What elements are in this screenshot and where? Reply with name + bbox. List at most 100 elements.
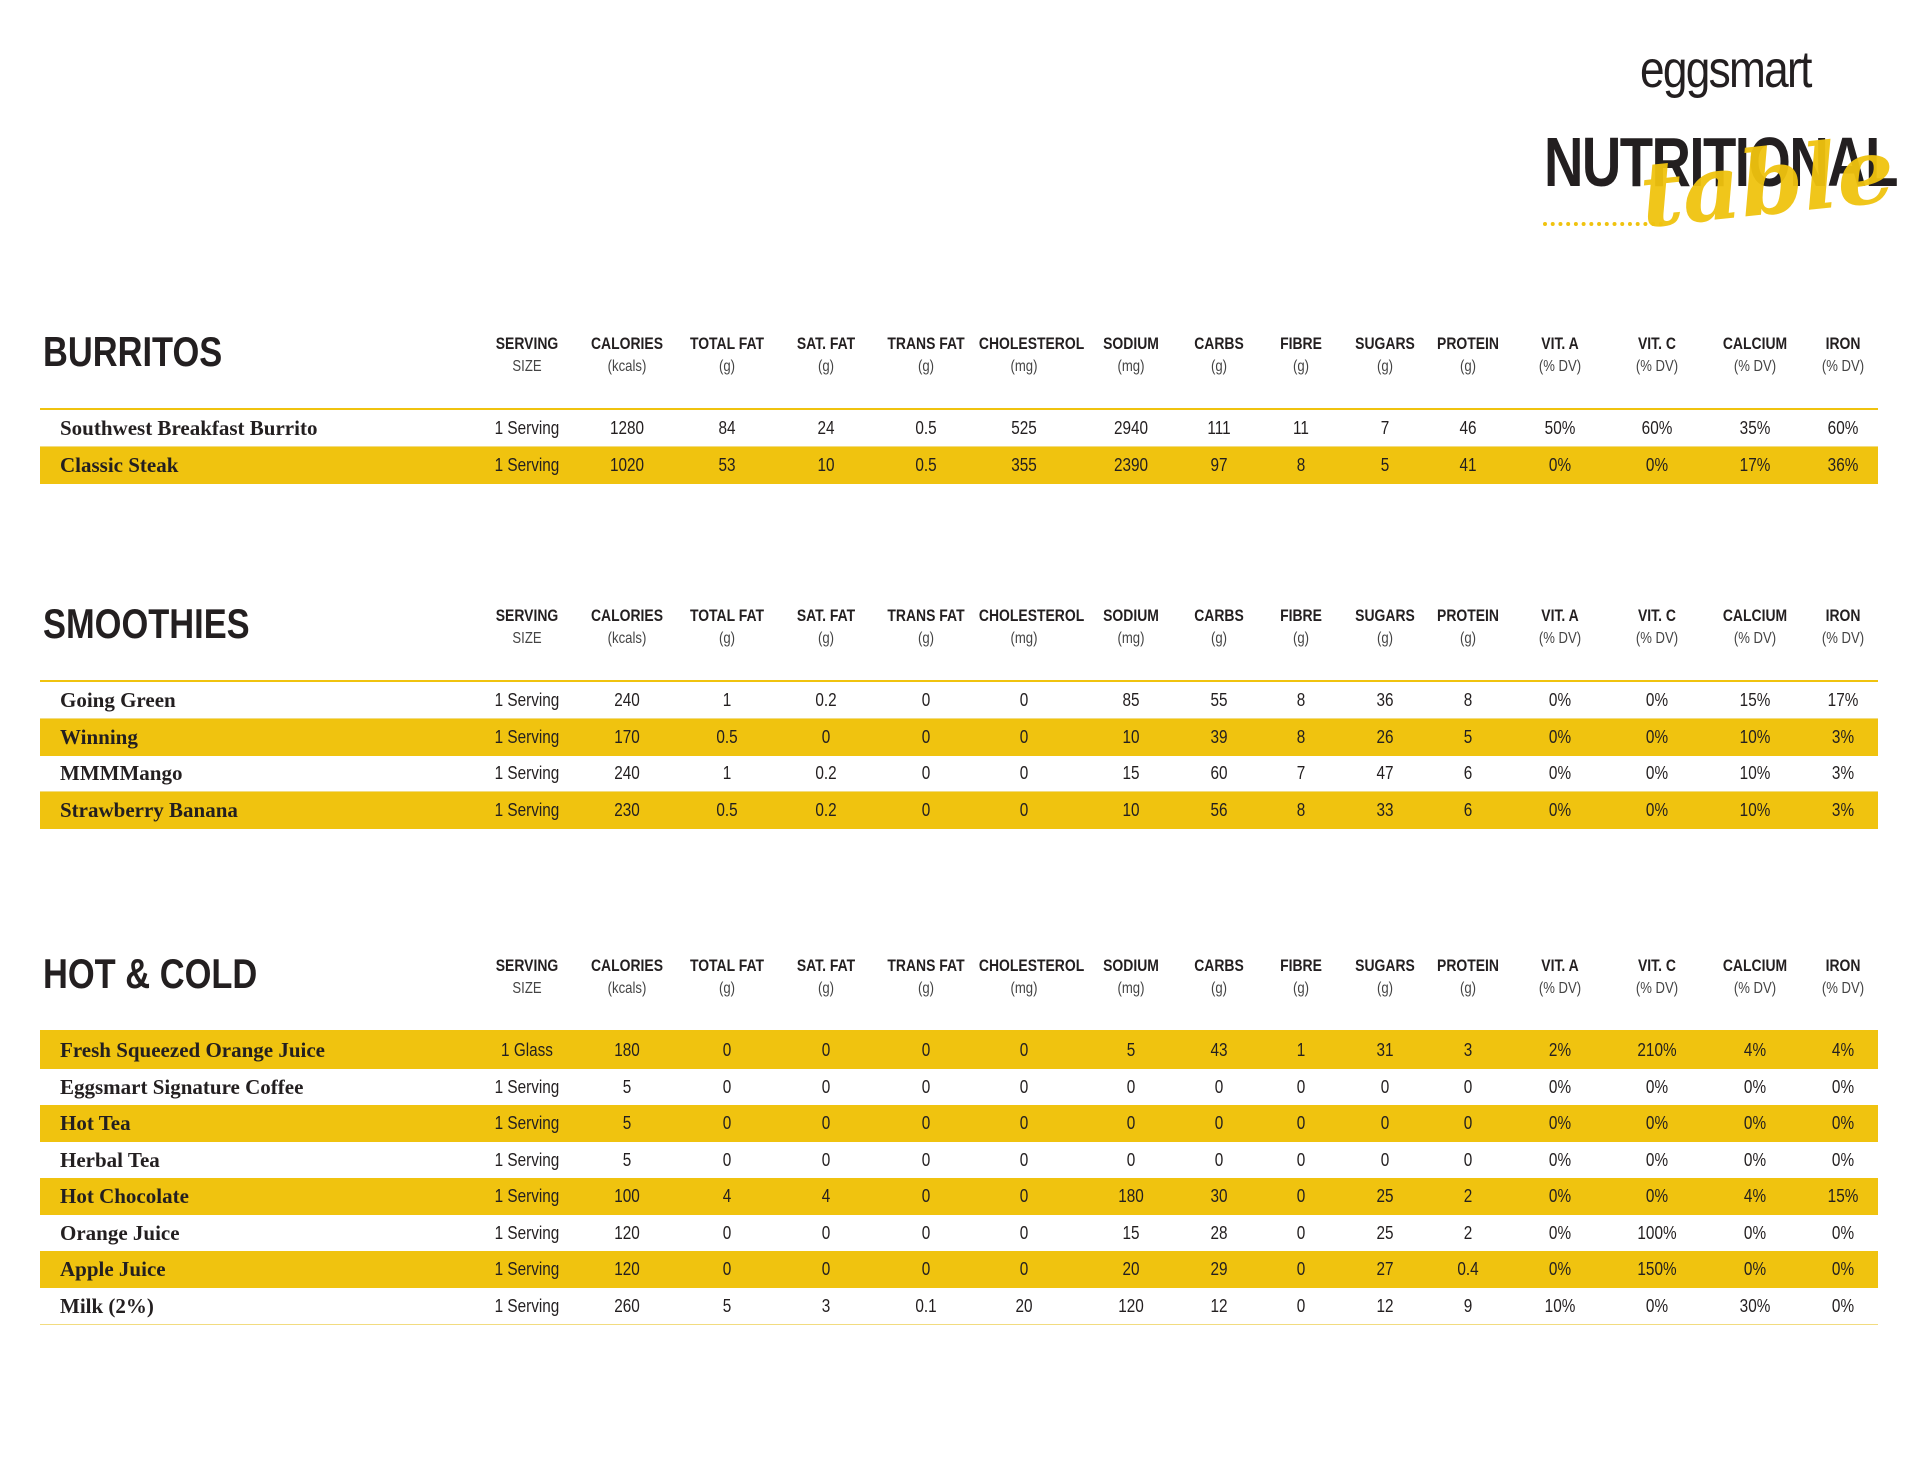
item-name: Classic Steak <box>60 452 179 477</box>
cell: 0 <box>1126 1149 1136 1170</box>
column-label: TRANS FAT <box>887 606 965 625</box>
cell: 0.5 <box>915 454 937 475</box>
item-name: Apple Juice <box>60 1257 166 1281</box>
cell: 0% <box>1548 1149 1572 1170</box>
cell: 0 <box>821 1040 831 1060</box>
column-header: TRANS FAT (g) <box>871 332 981 378</box>
item-name: Eggsmart Signature Coffee <box>60 1074 304 1099</box>
cell: 8 <box>1296 726 1306 747</box>
column-header: CHOLESTEROL (mg) <box>969 954 1085 1000</box>
cell: 180 <box>614 1040 640 1060</box>
logo-dots <box>1543 222 1663 226</box>
table-row: Southwest Breakfast Burrito 1 Serving 1280… <box>40 410 1878 447</box>
column-unit: (% DV) <box>1538 630 1582 647</box>
column-label: TRANS FAT <box>887 334 965 353</box>
cell: 60% <box>1827 418 1859 438</box>
column-unit: (g) <box>1376 358 1394 375</box>
cell: 0 <box>1463 1149 1473 1170</box>
cell: 0 <box>1296 1113 1306 1133</box>
cell: 0% <box>1548 454 1572 475</box>
cell: 53 <box>718 454 736 475</box>
cell: 6 <box>1463 763 1473 783</box>
column-label: VIT. C <box>1638 956 1676 975</box>
column-label: SERVING <box>495 956 559 975</box>
cell: 0 <box>1019 763 1029 783</box>
cell: 0% <box>1743 1259 1767 1279</box>
cell: 3 <box>1463 1040 1473 1060</box>
cell: 100% <box>1637 1222 1677 1243</box>
column-header: VIT. C (% DV) <box>1602 332 1712 378</box>
column-unit: (g) <box>1292 980 1310 997</box>
column-header: SODIUM (mg) <box>1076 332 1186 378</box>
cell: 46 <box>1459 418 1477 438</box>
cell: 5 <box>622 1149 632 1170</box>
cell: 0 <box>1214 1149 1224 1170</box>
column-header: CALORIES (kcals) <box>572 604 682 650</box>
column-unit: (g) <box>817 630 835 647</box>
cell: 0% <box>1645 763 1669 783</box>
column-header: FIBRE (g) <box>1246 954 1356 1000</box>
cell: 10% <box>1739 799 1771 820</box>
column-header: SUGARS (g) <box>1330 604 1440 650</box>
cell: 10% <box>1739 763 1771 783</box>
column-unit: SIZE <box>512 630 542 647</box>
column-header: SAT. FAT (g) <box>771 604 881 650</box>
cell: 0 <box>1126 1076 1136 1097</box>
cell: 0 <box>1296 1076 1306 1097</box>
cell: 56 <box>1210 799 1228 820</box>
cell: 120 <box>614 1259 640 1279</box>
column-unit: (g) <box>917 358 935 375</box>
column-header: SODIUM (mg) <box>1076 954 1186 1000</box>
cell: 7 <box>1380 418 1390 438</box>
column-header: SODIUM (mg) <box>1076 604 1186 650</box>
cell: 30 <box>1210 1186 1228 1206</box>
column-label: SUGARS <box>1355 606 1415 625</box>
cell: 0% <box>1831 1149 1855 1170</box>
column-label: VIT. A <box>1541 956 1579 975</box>
cell: 0 <box>1214 1113 1224 1133</box>
cell: 85 <box>1122 690 1140 710</box>
cell: 3% <box>1831 799 1855 820</box>
column-header: SERVING SIZE <box>472 604 582 650</box>
cell: 0% <box>1645 1186 1669 1206</box>
cell: 0 <box>1296 1149 1306 1170</box>
cell: 15 <box>1122 1222 1140 1243</box>
item-name: Herbal Tea <box>60 1147 160 1172</box>
cell: 260 <box>614 1295 640 1316</box>
column-label: VIT. C <box>1638 334 1676 353</box>
column-label: IRON <box>1825 606 1861 625</box>
cell: 43 <box>1210 1040 1228 1060</box>
cell: 120 <box>614 1222 640 1243</box>
column-header: PROTEIN (g) <box>1413 954 1523 1000</box>
item-name: MMMMango <box>60 761 183 785</box>
column-label: CHOLESTEROL <box>978 956 1085 975</box>
column-unit: (% DV) <box>1733 980 1777 997</box>
cell: 0.2 <box>815 799 837 820</box>
cell: 0% <box>1831 1076 1855 1097</box>
column-header: PROTEIN (g) <box>1413 332 1523 378</box>
cell: 0 <box>1019 1076 1029 1097</box>
column-unit: (% DV) <box>1538 358 1582 375</box>
column-header: CALORIES (kcals) <box>572 332 682 378</box>
column-label: SODIUM <box>1103 606 1159 625</box>
column-label: CALCIUM <box>1722 334 1788 353</box>
item-name: Hot Chocolate <box>60 1184 189 1208</box>
column-header: TOTAL FAT (g) <box>672 332 782 378</box>
cell: 0% <box>1743 1149 1767 1170</box>
column-label: CALORIES <box>590 956 664 975</box>
section-title: SMOOTHIES <box>43 600 250 647</box>
cell: 0% <box>1645 1295 1669 1316</box>
cell: 50% <box>1544 418 1576 438</box>
column-label: PROTEIN <box>1437 956 1499 975</box>
cell: 2 <box>1463 1186 1473 1206</box>
column-label: CARBS <box>1194 334 1244 353</box>
cell: 100 <box>614 1186 640 1206</box>
cell: 0 <box>1296 1295 1306 1316</box>
cell: 0 <box>921 690 931 710</box>
cell: 0% <box>1548 1259 1572 1279</box>
cell: 170 <box>614 726 640 747</box>
column-label: IRON <box>1825 956 1861 975</box>
cell: 0.2 <box>815 690 837 710</box>
cell: 0 <box>722 1259 732 1279</box>
cell: 0 <box>1019 799 1029 820</box>
